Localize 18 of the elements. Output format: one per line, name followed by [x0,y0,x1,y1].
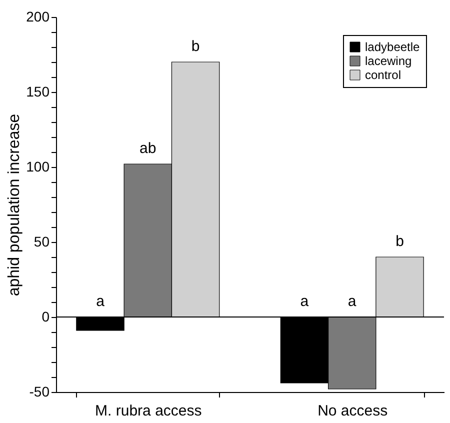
y-tick-label: 100 [26,158,50,174]
y-tick-label: -50 [29,384,50,400]
y-tick-label: 50 [34,234,50,250]
y-axis-title: aphid population increase [6,114,24,296]
legend-label: control [365,68,402,82]
y-tick-label: 200 [26,8,50,24]
y-tick-label: 0 [42,308,50,324]
data-label: b [396,233,404,250]
data-label: a [96,293,106,310]
y-tick-label: 150 [26,84,50,100]
data-label: a [300,293,310,310]
legend-label: lacewing [365,54,412,68]
data-label: b [191,38,200,55]
x-tick-label: No access [318,402,388,420]
legend-label: ladybeetle [365,40,420,54]
data-label: ab [140,140,156,157]
data-label: a [348,293,357,310]
x-tick-label: M. rubra access [95,402,202,420]
